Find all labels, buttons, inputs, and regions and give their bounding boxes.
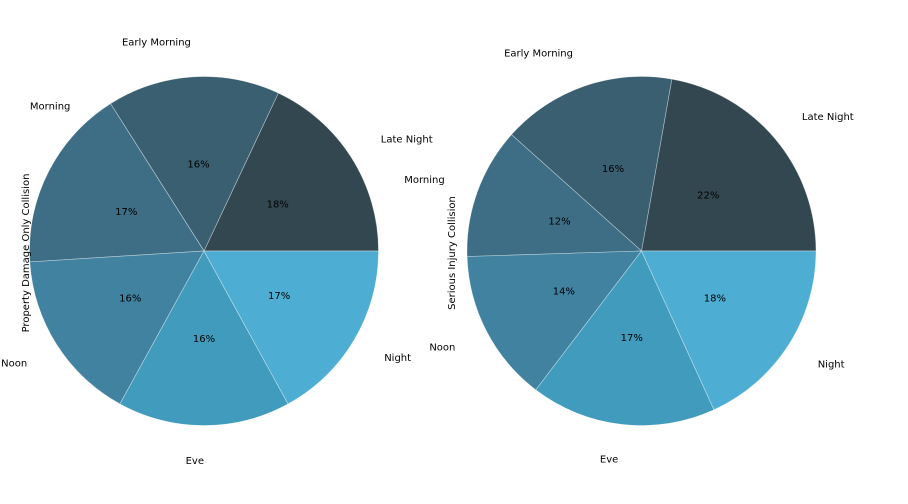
percent-label-eve: 16% bbox=[193, 334, 215, 345]
pie-slice-night bbox=[203, 250, 379, 405]
pie-slice-noon bbox=[466, 250, 642, 391]
slice-label-noon: Noon bbox=[429, 343, 455, 354]
slice-label-eve: Eve bbox=[600, 455, 618, 466]
percent-label-late-night: 18% bbox=[267, 200, 289, 211]
percent-label-night: 18% bbox=[704, 294, 726, 305]
pie-chart-property-damage-only-collision: 18% Late Night 16% Early Morning 17% Morning 1… bbox=[1, 38, 433, 467]
slice-label-morning: Morning bbox=[404, 175, 444, 186]
y-axis-label-property-damage-only-collision: Property Damage Only Collision bbox=[21, 174, 32, 333]
y-axis-label-serious-injury-collision: Serious Injury Collision bbox=[447, 196, 458, 310]
percent-label-morning: 12% bbox=[548, 217, 570, 228]
pie-slice-noon bbox=[29, 250, 205, 405]
percent-label-noon: 16% bbox=[119, 293, 141, 304]
pie-slice-late-night bbox=[203, 92, 379, 252]
pie-slice-eve bbox=[535, 250, 715, 426]
percent-label-early-morning: 16% bbox=[187, 159, 209, 170]
slice-label-morning: Morning bbox=[30, 101, 70, 112]
percent-label-early-morning: 16% bbox=[602, 164, 624, 175]
slice-label-late-night: Late Night bbox=[802, 112, 854, 123]
slice-label-early-morning: Early Morning bbox=[122, 38, 191, 49]
percent-label-late-night: 22% bbox=[697, 190, 719, 201]
pie-slice-early-morning bbox=[511, 76, 673, 252]
pie-slice-eve bbox=[119, 250, 289, 426]
percent-label-night: 17% bbox=[268, 291, 290, 302]
slice-label-eve: Eve bbox=[186, 456, 204, 467]
percent-label-noon: 14% bbox=[553, 287, 575, 298]
pie-slice-night bbox=[641, 250, 817, 411]
percent-label-morning: 17% bbox=[115, 207, 137, 218]
slice-label-night: Night bbox=[384, 353, 411, 364]
pie-slice-morning bbox=[29, 103, 205, 263]
pie-slice-late-night bbox=[641, 78, 817, 252]
pie-slice-morning bbox=[466, 134, 642, 257]
slice-label-noon: Noon bbox=[1, 359, 27, 370]
pie-slice-early-morning bbox=[110, 76, 279, 252]
slice-label-night: Night bbox=[818, 360, 845, 371]
percent-label-eve: 17% bbox=[621, 333, 643, 344]
pie-chart-serious-injury-collision: 22% Late Night 16% Early Morning 12% Morning 1… bbox=[404, 49, 854, 466]
slice-label-early-morning: Early Morning bbox=[504, 49, 573, 60]
slice-label-late-night: Late Night bbox=[381, 134, 433, 145]
